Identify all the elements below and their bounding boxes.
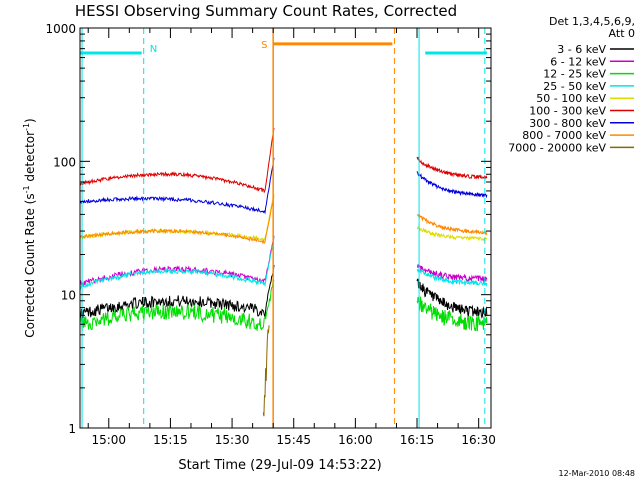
series-line-8 [262,325,270,417]
series-line-pre-2 [79,279,275,332]
night-marker-label: N [150,44,157,55]
series-line-post-3 [416,268,488,288]
series-line-post-6 [416,171,488,199]
series-line-post-5 [416,156,488,180]
y-axis-label: Corrected Count Rate (s-1 detector-1) [22,118,37,337]
legend-entry-label: 25 - 50 keV [543,80,606,93]
y-axis-label-mid: detector [23,131,37,186]
y-axis-label-sup1: -1 [22,185,31,193]
x-tick-label: 15:00 [91,433,126,447]
series-line-pre-0 [79,264,275,320]
legend-entry-label: 12 - 25 keV [543,68,606,81]
x-tick-label: 16:00 [338,433,373,447]
x-tick-label: 15:45 [276,433,311,447]
y-tick-label: 100 [53,155,76,169]
series-line-pre-5 [79,127,275,194]
legend-entry-label: 7000 - 20000 keV [508,141,606,154]
y-tick-label: 1 [68,422,76,436]
series-line-pre-6 [79,157,275,215]
series-line-post-4 [416,226,488,243]
legend-entry-label: 3 - 6 keV [557,43,606,56]
x-tick-label: 16:30 [461,433,496,447]
legend-entry-label: 50 - 100 keV [536,92,606,105]
series-line-post-0 [416,278,488,319]
y-tick-label: 1000 [45,22,76,36]
y-axis: 1 10 100 1000 [45,22,491,436]
y-axis-label-sup2: -1 [22,123,31,131]
legend-entry-label: 300 - 800 keV [529,117,606,130]
legend-entry-label: 800 - 7000 keV [522,129,606,142]
series-line-pre-1 [79,235,275,288]
series-line-post-1 [416,263,488,284]
x-axis-label: Start Time (29-Jul-09 14:53:22) [178,458,381,473]
saa-marker-label: S [261,40,267,51]
footer-timestamp: 12-Mar-2010 08:48 [559,469,636,478]
y-tick-label: 10 [61,289,76,303]
y-axis-label-end: ) [23,118,37,123]
plot-frame [79,27,492,429]
data-layer [79,127,488,417]
x-tick-label: 15:30 [215,433,250,447]
series-line-post-7 [416,213,488,236]
legend-entry-label: 6 - 12 keV [550,55,606,68]
series-line-pre-3 [79,237,275,291]
legend-title-line-2: Att 0 [609,27,635,40]
x-axis: 15:00 15:15 15:30 15:45 16:00 16:15 16:30 [87,28,496,447]
series-line-pre-7 [79,196,275,245]
x-tick-label: 16:15 [400,433,435,447]
legend-entry-label: 100 - 300 keV [529,105,606,118]
legend-title-line-1: Det 1,3,4,5,6,9, [549,15,635,28]
chart-title: HESSI Observing Summary Count Rates, Cor… [75,2,457,20]
x-tick-label: 15:15 [153,433,188,447]
series-line-post-2 [416,296,488,332]
y-axis-label-main: Corrected Count Rate (s [23,193,37,337]
